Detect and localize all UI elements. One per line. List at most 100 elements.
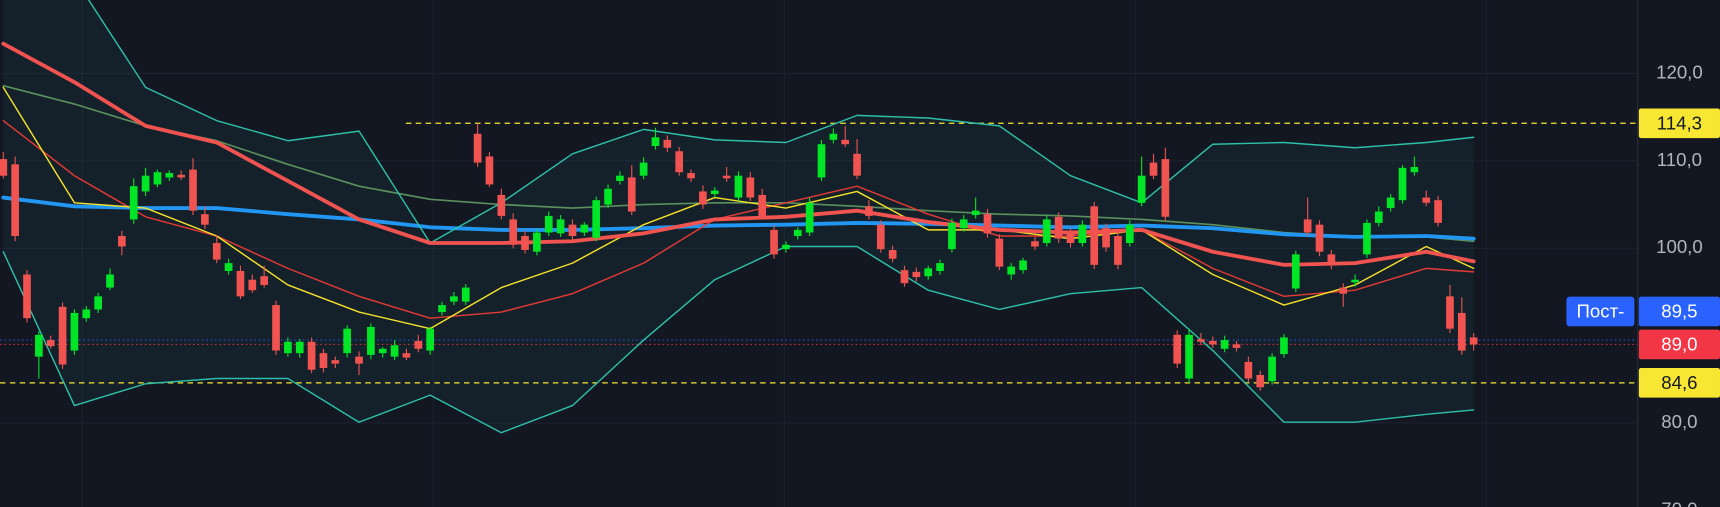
- candle-body: [1066, 232, 1075, 244]
- candle-body: [1291, 254, 1300, 289]
- candle-body: [94, 296, 102, 310]
- candle-body: [746, 177, 755, 198]
- candle-body: [1125, 224, 1134, 244]
- candle-body: [639, 162, 648, 176]
- indicator-line: [2, 86, 1475, 330]
- indicator-line: [2, 119, 1475, 319]
- candle-body: [1446, 296, 1454, 329]
- candle-body: [734, 175, 743, 198]
- price-tag-box: [1566, 296, 1635, 327]
- candle-body: [663, 139, 672, 148]
- candle-body: [118, 236, 126, 247]
- candle-body: [959, 219, 968, 229]
- candle-body: [687, 173, 695, 179]
- price-axis: 70,0 80,0 100,0 110,0 120,0 84,6 89,0 89,5 Пост-…: [1566, 61, 1720, 507]
- candle-body: [1244, 361, 1253, 379]
- candle-body: [758, 194, 767, 216]
- candle-body: [402, 353, 411, 358]
- candle-body: [710, 190, 719, 195]
- candle-body: [23, 274, 31, 319]
- candle-body: [1197, 339, 1205, 342]
- candle-body: [141, 175, 150, 192]
- candle-body: [983, 214, 992, 234]
- candle-body: [1351, 279, 1359, 283]
- candle-body: [616, 175, 624, 181]
- candle-body: [568, 224, 577, 237]
- indicator-line: [2, 245, 1475, 434]
- candle-body: [248, 279, 257, 291]
- candle-body: [177, 174, 185, 178]
- candle-body: [1114, 236, 1122, 265]
- candle-body: [82, 309, 91, 319]
- candle-body: [11, 164, 19, 237]
- price-label-box: [1638, 329, 1720, 360]
- candle-body: [853, 153, 861, 176]
- candle-body: [1149, 162, 1158, 176]
- candle-body: [438, 305, 446, 313]
- y-tick-label: 100,0: [1656, 236, 1703, 257]
- candle-body: [212, 243, 221, 260]
- candle-body: [782, 244, 790, 250]
- candle-body: [153, 172, 162, 185]
- candle-body: [236, 270, 245, 297]
- candle-body: [1422, 197, 1431, 203]
- candle-body: [924, 268, 933, 277]
- candle-body: [1339, 287, 1348, 294]
- candle-body: [1469, 337, 1478, 345]
- indicator-line: [1, 195, 1476, 241]
- candle-body: [485, 156, 494, 185]
- candle-body: [0, 159, 8, 176]
- y-tick-label: 80,0: [1661, 411, 1697, 432]
- candle-body: [1185, 334, 1193, 379]
- candle-body: [1137, 175, 1146, 203]
- candle-body: [1303, 219, 1312, 233]
- candle-body: [556, 219, 565, 234]
- candle-body: [841, 139, 850, 145]
- candle-body: [865, 206, 873, 216]
- candle-body: [971, 210, 980, 216]
- candle-body: [106, 274, 114, 288]
- candle-body: [260, 276, 269, 285]
- candle-body: [770, 229, 778, 255]
- candle-body: [1220, 340, 1229, 349]
- candle-body: [307, 341, 316, 370]
- candle-body: [817, 144, 826, 178]
- candle-body: [1019, 260, 1027, 271]
- candle-body: [165, 173, 174, 178]
- candle-body: [426, 328, 435, 351]
- candle-body: [1007, 266, 1016, 275]
- candle-body: [793, 229, 802, 237]
- candle-body: [201, 214, 209, 225]
- candle-body: [829, 133, 838, 140]
- candle-body: [473, 133, 482, 163]
- candle-body: [378, 348, 387, 354]
- candle-body: [651, 137, 660, 146]
- candle-body: [521, 236, 529, 251]
- candle-body: [876, 224, 885, 250]
- candle-body: [272, 305, 280, 351]
- candle-body: [1315, 224, 1324, 252]
- candle-body: [1102, 228, 1110, 248]
- candle-body: [1398, 167, 1407, 201]
- price-label-box: [1638, 368, 1720, 398]
- candle-body: [1232, 344, 1241, 348]
- price-label: 114,3: [1657, 112, 1702, 133]
- price-label: 89,0: [1661, 333, 1697, 354]
- candle-body: [224, 263, 233, 271]
- candle-body: [1410, 166, 1419, 173]
- price-label: 89,5: [1661, 301, 1697, 322]
- candle-body: [1457, 312, 1466, 351]
- candle-body: [805, 202, 814, 233]
- candle-body: [888, 250, 897, 259]
- candle-body: [1363, 222, 1371, 255]
- candle-body: [58, 306, 67, 365]
- candle-body: [699, 191, 707, 205]
- candle-body: [1386, 197, 1395, 209]
- candle-body: [1090, 206, 1099, 265]
- candle-body: [331, 360, 340, 364]
- candle-body: [936, 263, 944, 271]
- y-tick-label: 120,0: [1656, 61, 1703, 82]
- candle-body: [995, 238, 1004, 267]
- indicator-line: [1, 41, 1476, 267]
